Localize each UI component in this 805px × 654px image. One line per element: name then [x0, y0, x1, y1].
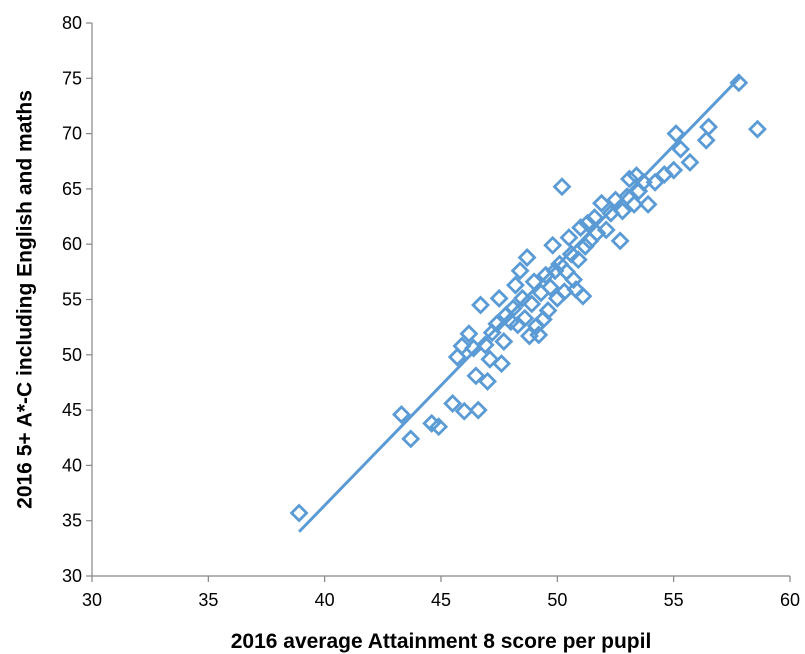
data-point: [747, 119, 767, 139]
x-tick-label: 45: [431, 590, 451, 610]
data-point: [699, 117, 719, 137]
data-point: [680, 152, 700, 172]
data-point: [613, 201, 632, 221]
y-tick-label: 35: [62, 511, 82, 531]
x-tick-label: 40: [315, 590, 335, 610]
data-point: [524, 272, 544, 292]
y-tick-label: 75: [62, 68, 82, 88]
data-point: [564, 270, 584, 290]
y-tick-label: 65: [62, 179, 82, 199]
x-tick-label: 50: [547, 590, 567, 610]
y-tick-label: 50: [62, 345, 82, 365]
data-point: [475, 335, 495, 355]
x-tick-label: 35: [198, 590, 218, 610]
x-tick-label: 60: [780, 590, 800, 610]
data-point: [512, 288, 532, 308]
y-tick-label: 30: [62, 566, 82, 586]
data-point: [568, 250, 588, 270]
data-point: [478, 371, 498, 391]
y-tick-label: 70: [62, 124, 82, 144]
y-ticks: 30 35 40 45 50 55 60 65 70 75 80: [62, 13, 92, 586]
data-point: [452, 336, 472, 356]
y-tick-label: 45: [62, 400, 82, 420]
y-tick-label: 80: [62, 13, 82, 33]
y-tick-label: 60: [62, 234, 82, 254]
data-point: [696, 130, 716, 150]
data-point: [391, 405, 411, 425]
data-point: [543, 235, 563, 255]
data-points: [289, 73, 767, 523]
data-point: [587, 223, 607, 243]
data-point: [454, 401, 474, 421]
y-tick-label: 55: [62, 290, 82, 310]
data-point: [610, 231, 630, 251]
data-point: [494, 332, 514, 352]
data-point: [522, 294, 542, 314]
data-point: [489, 288, 509, 308]
data-point: [459, 324, 479, 344]
data-point: [624, 194, 644, 214]
data-point: [466, 366, 486, 386]
data-point: [517, 247, 537, 267]
x-axis-title: 2016 average Attainment 8 score per pupi…: [231, 630, 652, 653]
data-point: [471, 295, 491, 315]
data-point: [664, 160, 684, 180]
data-point: [552, 177, 572, 197]
data-point: [492, 354, 511, 374]
data-point: [545, 261, 565, 281]
y-tick-label: 40: [62, 455, 82, 475]
data-point: [592, 193, 612, 213]
data-point: [645, 172, 665, 192]
data-point: [401, 429, 421, 449]
data-point: [671, 139, 691, 159]
data-point: [468, 400, 488, 420]
data-point: [666, 124, 686, 144]
x-ticks: 30 35 40 45 50 55 60: [82, 576, 800, 610]
data-point: [578, 213, 598, 233]
data-point: [289, 503, 309, 523]
data-point: [443, 393, 463, 413]
data-point: [571, 218, 591, 238]
data-point: [596, 220, 616, 240]
data-point: [529, 325, 549, 345]
data-point: [638, 194, 658, 214]
data-point: [575, 236, 595, 256]
data-point: [505, 275, 525, 295]
data-point: [559, 228, 579, 248]
data-point: [619, 169, 639, 189]
data-point: [585, 208, 605, 228]
x-tick-label: 55: [664, 590, 684, 610]
data-point: [480, 349, 500, 369]
data-point: [540, 277, 560, 297]
x-tick-label: 30: [82, 590, 102, 610]
axes: [91, 23, 790, 577]
data-point: [538, 301, 558, 321]
data-point: [429, 417, 449, 437]
data-point: [515, 308, 535, 328]
data-point: [573, 286, 593, 306]
data-point: [503, 298, 523, 318]
data-point: [729, 73, 749, 93]
data-point: [510, 261, 530, 281]
y-axis-title: 2016 5+ A*-C including English and maths: [14, 90, 37, 509]
